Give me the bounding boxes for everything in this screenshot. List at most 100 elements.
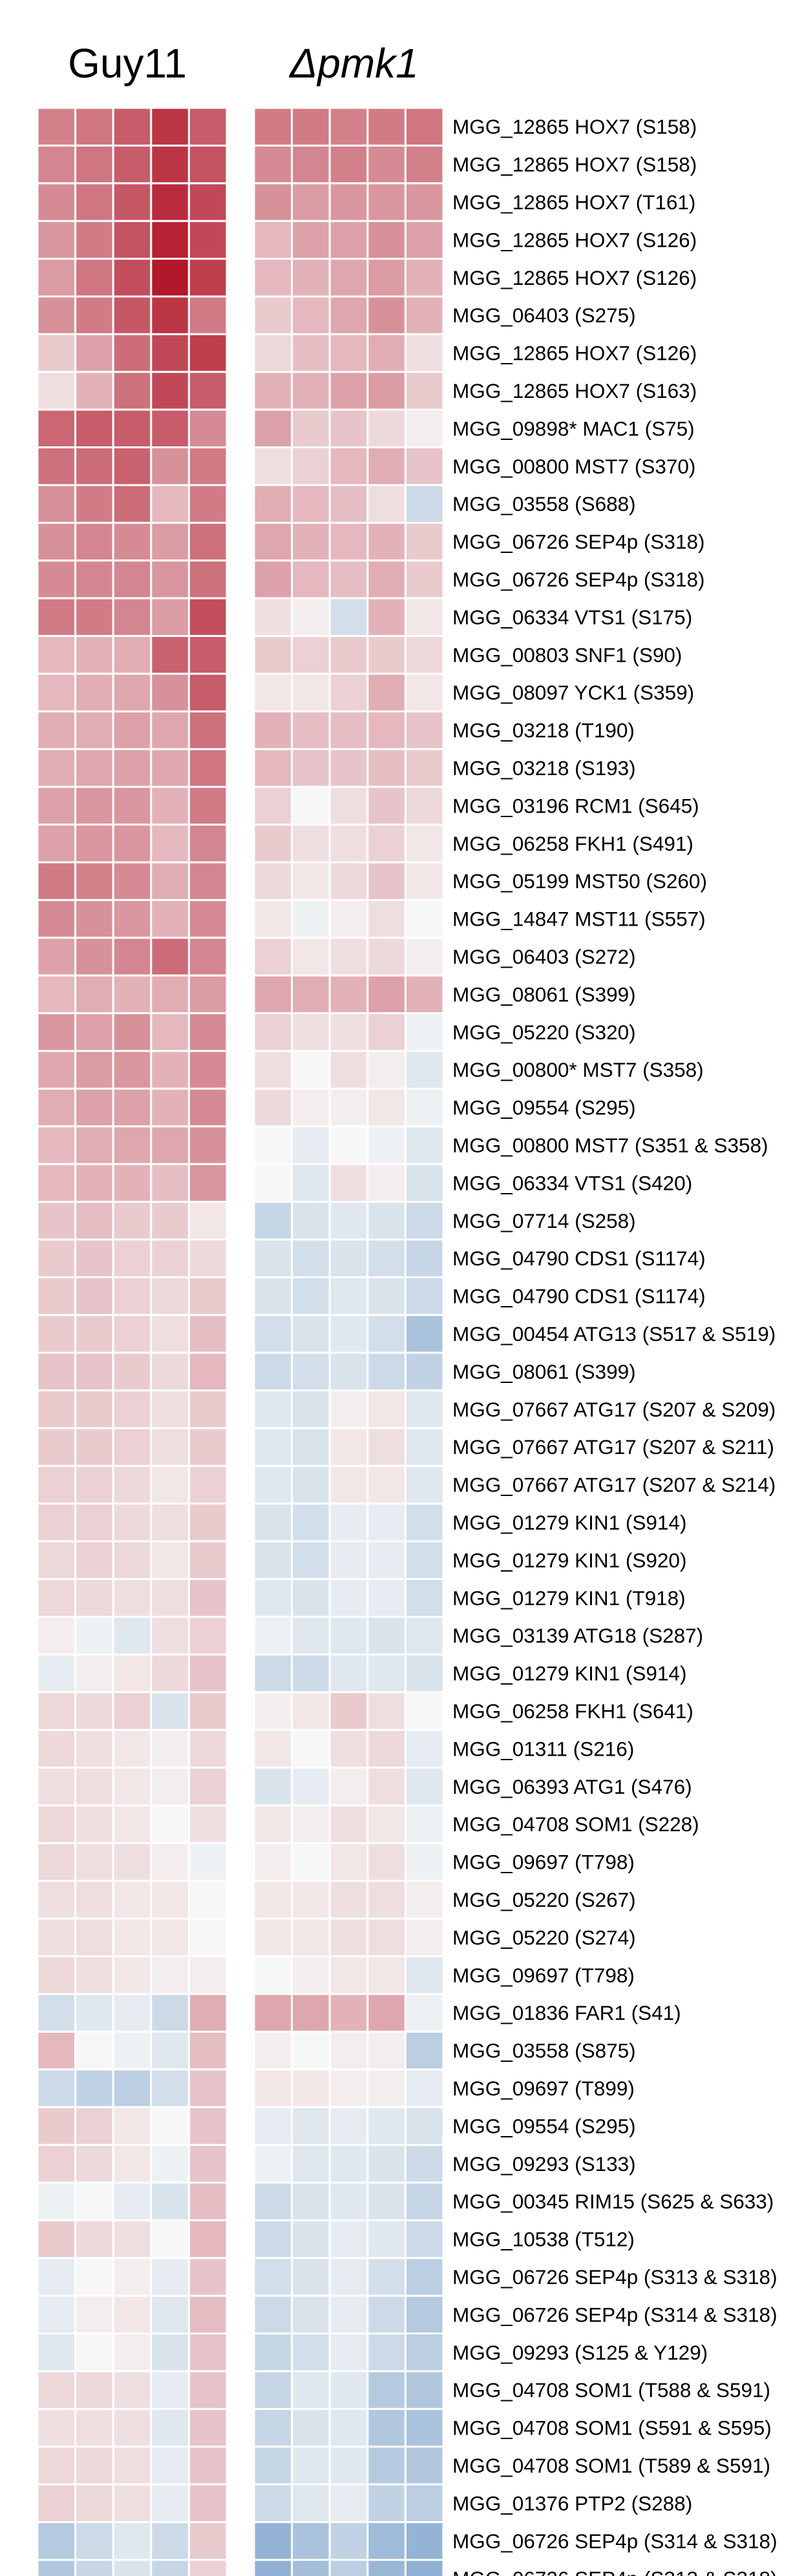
heatmap-cell [187, 258, 228, 298]
heatmap-cell [404, 861, 445, 901]
heatmap-cell [187, 333, 228, 373]
heatmap-cell [404, 2446, 445, 2486]
heatmap-cell [112, 635, 153, 675]
heatmap-cell [328, 107, 369, 147]
heatmap-cell [404, 1993, 445, 2033]
heatmap-cell [366, 144, 407, 185]
heatmap-cell [150, 2144, 190, 2184]
heatmap-cell [253, 220, 293, 260]
heatmap-cell [404, 2407, 445, 2448]
heatmap-cell [366, 1804, 407, 1844]
heatmap-cell [328, 408, 369, 449]
heatmap-cell [36, 2294, 77, 2335]
heatmap-cell [150, 258, 190, 298]
heatmap-cell [150, 2446, 190, 2486]
heatmap-cell [36, 144, 77, 185]
heatmap-cell [36, 2106, 77, 2146]
heatmap-cell [404, 2332, 445, 2373]
heatmap-cell [112, 2030, 153, 2071]
heatmap-cell [36, 2332, 77, 2373]
heatmap-cell [291, 1314, 331, 1354]
heatmap-cell [112, 1691, 153, 1731]
heatmap-cell [187, 1615, 228, 1656]
heatmap-cell [253, 1804, 293, 1844]
heatmap-cell [112, 2181, 153, 2221]
heatmap-cell [253, 1842, 293, 1882]
heatmap-cell [404, 371, 445, 411]
heatmap-cell [404, 898, 445, 939]
heatmap-cell [291, 182, 331, 222]
heatmap-cell [150, 2030, 190, 2071]
heatmap-cell [74, 2332, 114, 2373]
heatmap-cell [74, 1125, 114, 1165]
heatmap-cell [112, 1804, 153, 1844]
row-label: MGG_06726 SEP4p (S314 & S318) [452, 2303, 778, 2326]
row-label: MGG_03139 ATG18 (S287) [452, 1624, 703, 1647]
heatmap-cell [253, 861, 293, 901]
heatmap-cell [328, 1842, 369, 1882]
row-label: MGG_06726 SEP4p (S313 & S318) [452, 2567, 778, 2576]
heatmap-cell [253, 1615, 293, 1656]
heatmap-cell [150, 2559, 190, 2576]
heatmap-cell [366, 1767, 407, 1807]
heatmap-cell [150, 1842, 190, 1882]
heatmap-cell [404, 2370, 445, 2410]
heatmap-cell [291, 1238, 331, 1278]
heatmap-cell [36, 1389, 77, 1429]
heatmap-cell [150, 1767, 190, 1807]
heatmap-cell [36, 937, 77, 977]
row-label: MGG_09697 (T798) [452, 1851, 635, 1874]
heatmap-cell [36, 2370, 77, 2410]
heatmap-cell [366, 2068, 407, 2108]
heatmap-cell [253, 937, 293, 977]
heatmap-cell [291, 937, 331, 977]
heatmap-cell [328, 2144, 369, 2184]
heatmap-cell [187, 1993, 228, 2033]
heatmap-cell [74, 2030, 114, 2071]
heatmap-cell [74, 1804, 114, 1844]
heatmap-cell [366, 1125, 407, 1165]
column-group-title-guy11: Guy11 [68, 40, 187, 87]
heatmap-cell [366, 1351, 407, 1392]
heatmap-cell [291, 1163, 331, 1203]
heatmap-cell [150, 2219, 190, 2259]
heatmap-cell [36, 1276, 77, 1316]
heatmap-cell [112, 2068, 153, 2108]
heatmap-cell [36, 1653, 77, 1694]
heatmap-cell [74, 672, 114, 712]
heatmap-cell [187, 182, 228, 222]
heatmap-cell [112, 974, 153, 1015]
heatmap-cell [404, 408, 445, 449]
heatmap-cell [328, 1615, 369, 1656]
heatmap-cell [253, 2181, 293, 2221]
heatmap-cell [187, 1880, 228, 1920]
heatmap-cell [36, 521, 77, 562]
heatmap-cell [36, 295, 77, 335]
heatmap-cell [187, 1729, 228, 1769]
heatmap-cell [112, 2370, 153, 2410]
heatmap-cell [253, 371, 293, 411]
heatmap-cell [36, 2521, 77, 2561]
heatmap-cell [112, 1125, 153, 1165]
row-labels: MGG_12865 HOX7 (S158) MGG_12865 HOX7 (S15… [452, 115, 778, 2576]
heatmap-cell [291, 258, 331, 298]
heatmap-cell [404, 1502, 445, 1542]
heatmap-cell [150, 898, 190, 939]
heatmap-cell [112, 1389, 153, 1429]
heatmap-cell [253, 107, 293, 147]
heatmap-cell [187, 1955, 228, 1995]
heatmap-cell [112, 597, 153, 638]
heatmap-cell [74, 107, 114, 147]
heatmap-cell [187, 1917, 228, 1958]
heatmap-cell [112, 1351, 153, 1392]
heatmap-cell [404, 1163, 445, 1203]
heatmap-cell [404, 710, 445, 751]
row-label: MGG_09554 (S295) [452, 1096, 636, 1119]
heatmap-cell [187, 1804, 228, 1844]
heatmap-cell [36, 1540, 77, 1581]
heatmap-cell [253, 2257, 293, 2297]
heatmap-cell [112, 1917, 153, 1958]
heatmap-cell [187, 1653, 228, 1694]
heatmap-cell [291, 1389, 331, 1429]
heatmap-cell [328, 2106, 369, 2146]
